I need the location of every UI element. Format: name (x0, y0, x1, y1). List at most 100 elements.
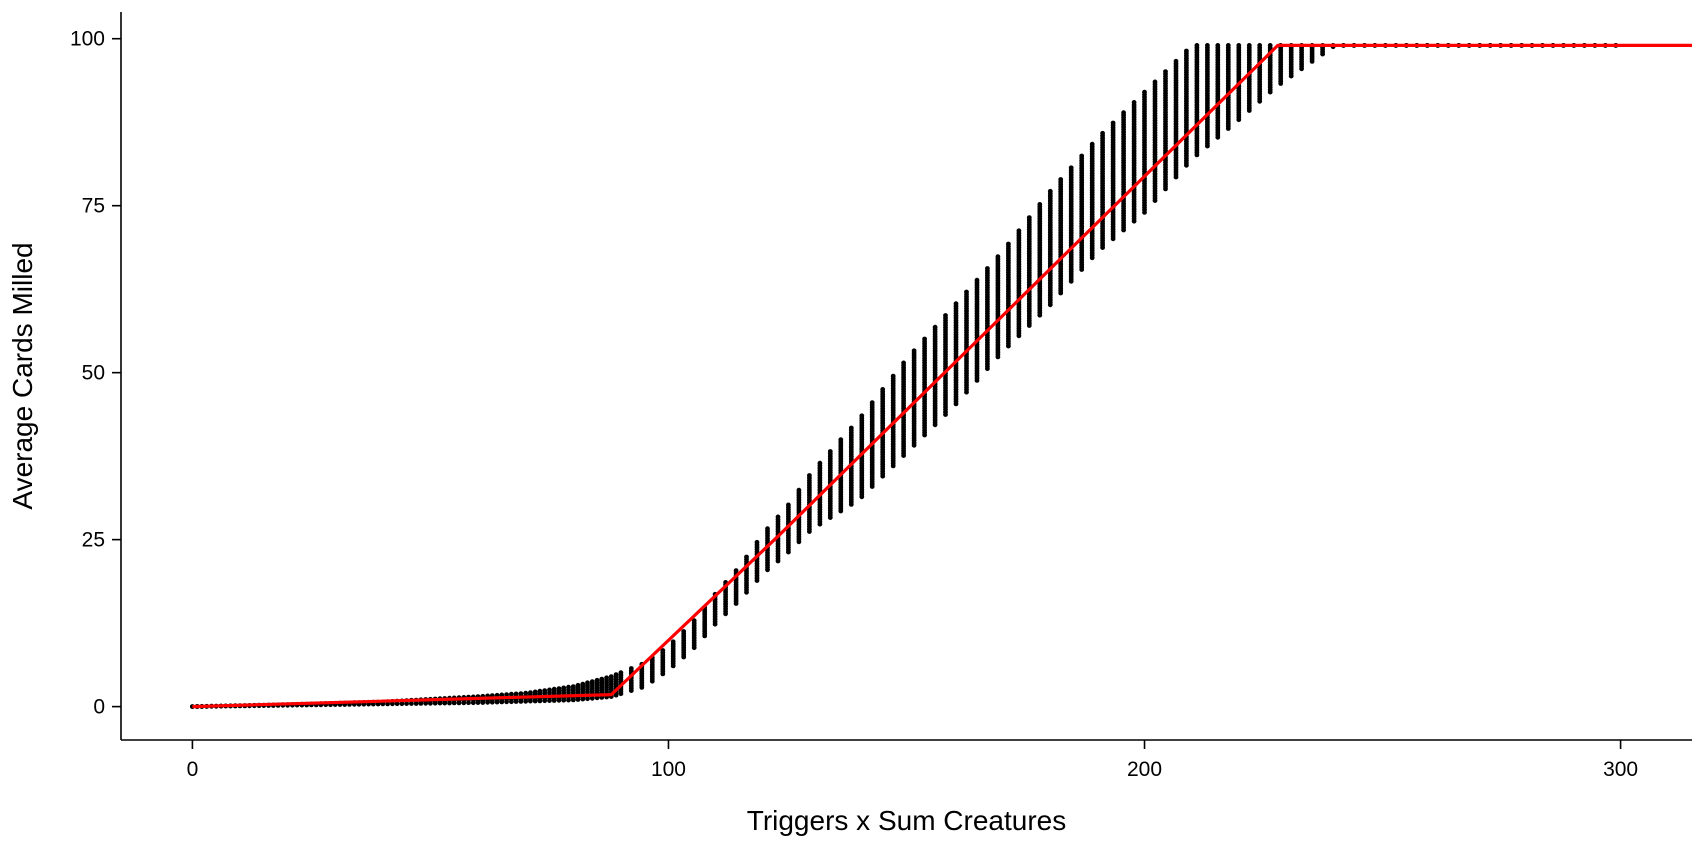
y-tick-label: 100 (70, 28, 105, 51)
scatter-point (754, 539, 760, 545)
scatter-point (599, 676, 605, 682)
fit-line (192, 43, 1692, 709)
x-axis-title: Triggers x Sum Creatures (747, 805, 1067, 836)
scatter-point (608, 674, 614, 679)
scatter-point (1068, 165, 1074, 171)
scatter-point (838, 437, 844, 443)
scatter-point (1152, 79, 1158, 85)
scatter-point (1257, 43, 1263, 48)
scatter-point (1246, 43, 1252, 48)
scatter-point (613, 672, 619, 677)
scatter-point (570, 684, 576, 689)
scatter-point (628, 666, 634, 671)
scatter-point (589, 679, 595, 684)
scatter-point (518, 691, 524, 696)
scatter-point (499, 692, 505, 698)
scatter-point (901, 360, 906, 366)
scatter-point (681, 629, 687, 634)
scatter-point (1110, 120, 1116, 126)
y-tick-label: 75 (82, 195, 105, 218)
scatter-point (504, 692, 509, 697)
scatter-point (566, 684, 571, 690)
scatter-point (1079, 153, 1085, 159)
scatter-point (859, 413, 865, 419)
scatter-point (523, 690, 529, 696)
scatter-point (594, 677, 600, 683)
scatter-point (1100, 130, 1105, 136)
scatter-point (848, 425, 854, 431)
scatter-point (542, 688, 548, 693)
scatter-point (796, 487, 802, 493)
scatter-point (744, 554, 749, 560)
scatter-point (528, 690, 533, 695)
scatter-point (1205, 43, 1210, 48)
scatter-point (1163, 69, 1168, 74)
scatter-point (807, 473, 812, 478)
scatter-point (827, 449, 833, 454)
scatter-point (880, 387, 886, 392)
scatter-point (1194, 43, 1200, 48)
x-tick-label: 100 (651, 758, 686, 781)
scatter-point (995, 254, 1001, 260)
scatter-point (932, 324, 938, 330)
scatter-point (733, 568, 739, 573)
scatter-point (964, 289, 969, 295)
scatter-point (943, 313, 948, 318)
scatter-point (911, 348, 917, 354)
scatter-point (575, 682, 581, 688)
scatter-point (561, 685, 567, 691)
y-axis-title: Average Cards Milled (7, 242, 38, 509)
scatter-point (660, 648, 666, 653)
scatter-point (1026, 215, 1032, 221)
scatter-point (869, 400, 875, 405)
scatter-point (765, 526, 770, 532)
scatter-point (670, 639, 676, 645)
scatter-point (786, 502, 791, 508)
scatter-points (190, 43, 1619, 709)
scatter-point (1006, 241, 1011, 247)
scatter-point (547, 687, 552, 693)
scatter-point (1173, 58, 1179, 64)
scatter-point (1225, 43, 1231, 48)
x-ticks: 0 100 200 300 (187, 740, 1638, 781)
y-tick-label: 50 (82, 362, 105, 385)
x-tick-label: 0 (187, 758, 199, 781)
scatter-point (890, 373, 896, 379)
x-tick-label: 200 (1127, 758, 1162, 781)
x-tick-label: 300 (1603, 758, 1638, 781)
scatter-point (413, 701, 419, 706)
scatter-point (556, 686, 562, 691)
scatter-point (1089, 141, 1095, 147)
scatter-point (985, 266, 990, 271)
y-ticks: 0 25 50 75 100 (70, 28, 121, 719)
scatter-point (532, 689, 538, 695)
scatter-point (817, 460, 823, 466)
scatter-point (1131, 100, 1137, 105)
axes (120, 12, 1692, 741)
scatter-point (509, 691, 514, 697)
scatter-point (585, 680, 590, 686)
scatter-point (604, 675, 609, 681)
scatter-point (537, 688, 543, 694)
scatter-point (922, 336, 927, 342)
scatter-point (1215, 43, 1221, 48)
scatter-point (691, 618, 697, 624)
y-tick-label: 0 (93, 696, 105, 719)
scatter-point (580, 681, 586, 687)
scatter-point (1236, 43, 1242, 48)
y-tick-label: 25 (82, 529, 105, 552)
scatter-point (513, 691, 519, 697)
scatter-point (1184, 48, 1189, 54)
scatter-point (1037, 202, 1043, 207)
scatter-point (953, 301, 959, 307)
scatter-point (1047, 188, 1053, 194)
scatter-point (618, 670, 624, 676)
scatter-point (1267, 43, 1273, 48)
scatter-point (1058, 177, 1064, 182)
scatter-point (1121, 110, 1126, 116)
scatter-point (1142, 89, 1147, 95)
fit-line-layer (192, 43, 1692, 709)
scatter-point (1016, 228, 1022, 234)
